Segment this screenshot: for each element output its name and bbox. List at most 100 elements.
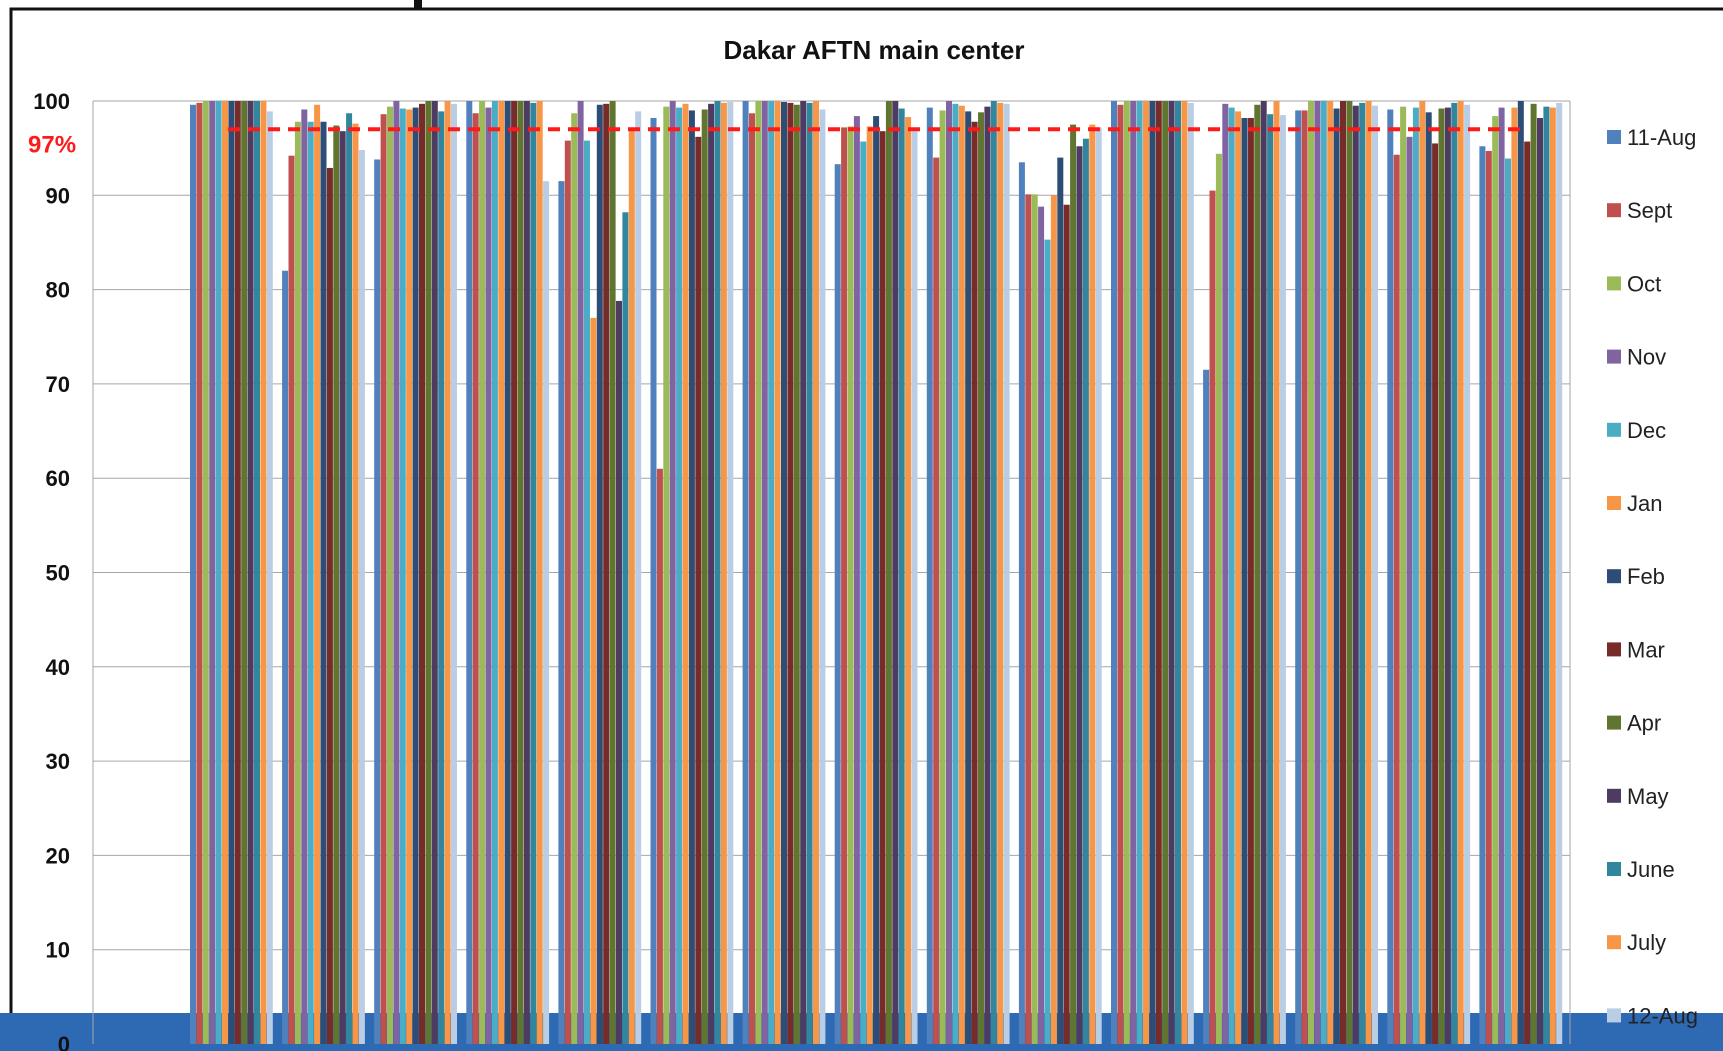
bar-12-aug [635,111,642,1045]
bar-may [431,101,438,1044]
bar-sept [1025,194,1032,1045]
legend-label: Nov [1627,345,1666,370]
bar-apr [1346,101,1353,1044]
bar-11-aug [1018,162,1025,1045]
bar-11-aug [1387,109,1394,1045]
bar-july [905,117,912,1044]
bar-june [898,108,905,1045]
bar-mar [1524,141,1531,1045]
top-dark-mark [414,0,422,9]
legend-swatch [1607,130,1621,144]
bar-may [247,101,254,1044]
legend: 11-Aug Sept Oct Nov Dec Jan Feb Mar Apr May June Ju… [1607,125,1698,1028]
bar-oct [1031,194,1038,1045]
bar-sept [472,113,479,1044]
bar-oct [939,110,946,1045]
legend-label: Mar [1627,637,1665,662]
y-tick-label: 50 [46,561,70,586]
bar-may [892,101,899,1044]
bar-nov [1038,206,1045,1044]
bar-jan [1143,101,1149,1044]
bar-mar [1155,101,1162,1044]
bar-june [1359,102,1366,1044]
legend-swatch [1607,276,1621,291]
bar-jan [1511,107,1518,1045]
bar-june [1451,102,1458,1044]
bar-jan [498,101,505,1044]
bar-oct [663,106,670,1044]
bar-june [254,101,260,1044]
legend-swatch [1607,496,1621,510]
bar-sept [1393,154,1400,1044]
bar-july [628,127,635,1044]
bar-mar [1247,117,1254,1045]
y-tick-label: 40 [46,655,70,680]
bar-feb [688,110,695,1045]
bar-oct [479,101,486,1044]
legend-swatch [1607,569,1621,584]
bar-june [438,111,445,1045]
bar-11-aug [1203,369,1210,1044]
bar-12-aug [266,111,273,1045]
bar-may [1260,101,1267,1044]
bar-feb [781,101,787,1044]
bar-may [1444,107,1451,1045]
bar-apr [1438,108,1445,1045]
bar-jan [1050,195,1057,1045]
bar-mar [1063,204,1070,1045]
bar-jan [222,101,228,1044]
legend-item: Nov [1607,345,1666,370]
bar-12-aug [543,181,550,1044]
bar-nov [1130,101,1137,1044]
bar-jan [866,126,873,1044]
legend-item: July [1607,930,1666,955]
legend-label: May [1627,784,1669,809]
bar-jan [1419,101,1426,1044]
legend-label: Apr [1627,711,1661,736]
bar-july [260,101,267,1044]
bar-june [1543,106,1550,1044]
y-tick-label: 0 [58,1032,70,1051]
bar-june [806,102,813,1044]
bar-july [536,101,543,1044]
bar-dec [1412,107,1419,1045]
legend-item: Dec [1607,418,1666,443]
bar-oct [1492,116,1499,1045]
bar-mar [787,102,794,1044]
bar-sept [380,114,387,1044]
chart-title: Dakar AFTN main center [723,35,1024,65]
bar-apr [978,112,984,1044]
bar-sept [1485,150,1492,1045]
legend-swatch [1607,203,1621,218]
bar-12-aug [1003,103,1010,1044]
bar-may [1352,105,1359,1045]
bar-12-aug [819,109,826,1045]
bar-sept [196,102,203,1044]
bar-mar [695,136,702,1044]
legend-item: May [1607,784,1669,809]
bar-june [530,102,537,1044]
legend-item: 11-Aug [1607,125,1696,150]
bar-mar [419,103,425,1044]
legend-swatch [1607,788,1621,803]
bar-feb [596,104,603,1044]
bar-oct [755,101,762,1044]
legend-swatch [1607,862,1621,876]
legend-swatch [1607,422,1621,437]
legend-item: Feb [1607,564,1665,589]
bar-oct [202,101,209,1044]
bar-apr [1162,101,1169,1044]
bar-nov [761,101,768,1044]
bar-june [1267,114,1274,1044]
legend-swatch [1607,349,1621,364]
bar-sept [1301,110,1308,1045]
bar-11-aug [650,117,657,1045]
bar-nov [393,101,400,1044]
bar-jan [314,104,321,1044]
bar-sept [288,155,295,1044]
bar-11-aug [1111,101,1117,1044]
legend-label: June [1627,857,1675,882]
legend-label: 11-Aug [1627,125,1696,150]
bar-dec [1228,107,1235,1045]
